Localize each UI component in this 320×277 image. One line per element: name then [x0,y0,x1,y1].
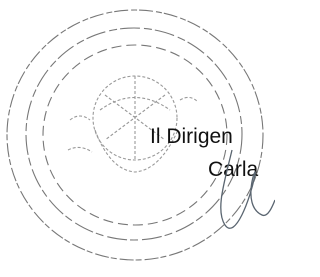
page: Il Dirigen Carla (() => { const data = J… [0,0,275,277]
signer-role: Il Dirigen [150,125,233,148]
document: Il Dirigen Carla [0,0,275,277]
stamp-emblem [68,76,198,172]
signer-name: Carla [208,158,259,181]
